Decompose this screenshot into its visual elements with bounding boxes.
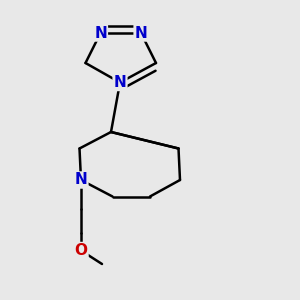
Text: N: N [135,26,147,40]
Text: N: N [114,75,126,90]
Text: N: N [94,26,107,40]
Text: N: N [75,172,87,188]
Text: O: O [74,243,88,258]
